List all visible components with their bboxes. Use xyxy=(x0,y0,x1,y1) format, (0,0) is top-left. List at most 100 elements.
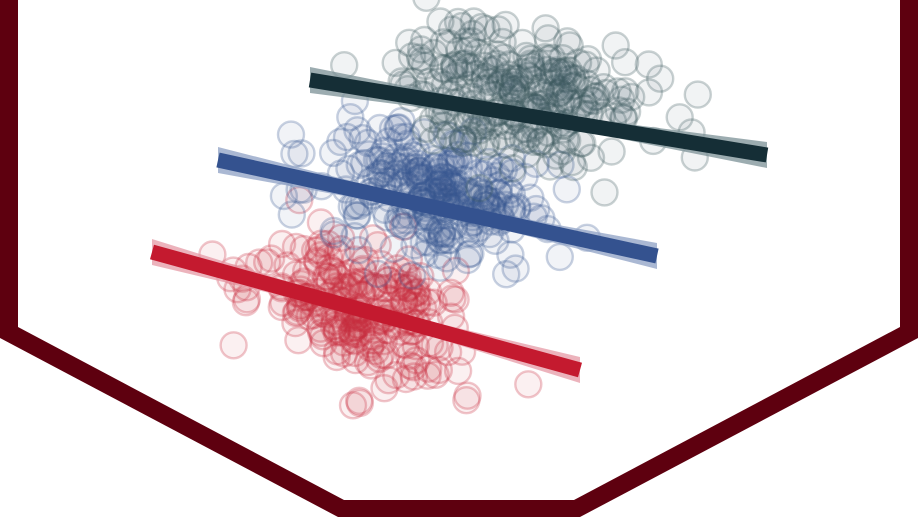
scatter-point xyxy=(516,49,545,78)
scatter-point xyxy=(405,167,434,196)
scatter-point xyxy=(322,342,351,372)
scatter-point xyxy=(481,54,510,84)
scatter-point xyxy=(665,103,694,132)
scatter-point xyxy=(421,360,450,389)
scatter-point xyxy=(464,176,493,205)
scatter-point xyxy=(281,298,311,328)
scatter-point xyxy=(485,152,515,182)
scatter-point xyxy=(448,125,477,154)
scatter-point xyxy=(571,50,600,79)
scatter-point xyxy=(342,201,371,230)
scatter-point xyxy=(531,130,560,159)
scatter-point xyxy=(349,268,378,297)
scatter-point xyxy=(304,235,333,265)
scatter-point xyxy=(414,354,443,383)
scatter-point xyxy=(385,273,414,302)
scatter-point xyxy=(383,206,412,236)
scatter-point xyxy=(533,55,562,85)
scatter-point xyxy=(453,124,482,153)
scatter-point xyxy=(345,150,374,180)
scatter-point xyxy=(454,153,484,183)
scatter-point xyxy=(427,147,456,177)
scatter-point xyxy=(443,7,473,37)
scatter-point xyxy=(326,127,355,157)
scatter-point xyxy=(378,114,408,144)
scatter-point xyxy=(383,152,412,181)
scatter-point xyxy=(400,231,429,260)
scatter-point xyxy=(469,159,498,189)
scatter-point xyxy=(454,53,483,82)
scatter-point xyxy=(522,194,551,224)
scatter-point xyxy=(465,173,494,203)
scatter-point xyxy=(508,75,537,104)
scatter-point xyxy=(391,142,421,172)
scatter-point xyxy=(550,60,579,89)
scatter-point xyxy=(403,149,432,178)
scatter-point xyxy=(404,284,433,313)
scatter-point xyxy=(389,257,418,286)
scatter-point xyxy=(319,257,348,286)
scatter-point xyxy=(415,228,444,257)
scatter-point xyxy=(521,149,550,179)
scatter-point xyxy=(427,166,457,196)
scatter-point xyxy=(424,157,454,187)
scatter-point xyxy=(300,236,330,265)
scatter-point xyxy=(425,163,454,192)
scatter-point xyxy=(267,229,297,259)
scatter-point xyxy=(387,106,416,136)
scatter-point xyxy=(646,64,675,93)
scatter-point xyxy=(384,113,413,142)
scatter-point xyxy=(307,229,336,258)
scatter-point xyxy=(597,137,626,166)
scatter-point xyxy=(367,250,396,279)
scatter-point xyxy=(516,183,545,212)
scatter-point xyxy=(491,10,520,40)
scatter-point xyxy=(276,120,306,149)
scatter-point xyxy=(440,50,469,80)
scatter-point xyxy=(503,123,533,152)
scatter-point xyxy=(404,163,434,193)
scatter-point xyxy=(501,254,530,283)
scatter-point xyxy=(292,257,321,286)
scatter-point xyxy=(410,51,440,81)
scatter-point xyxy=(423,240,453,270)
scatter-point xyxy=(383,113,412,143)
scatter-point xyxy=(537,69,566,98)
scatter-point xyxy=(542,56,572,85)
scatter-point xyxy=(475,67,505,97)
trend-line-3 xyxy=(150,244,582,378)
scatter-point xyxy=(490,63,520,92)
scatter-point xyxy=(580,82,610,112)
scatter-point xyxy=(474,147,503,177)
scatter-point xyxy=(401,160,431,190)
scatter-point xyxy=(318,138,348,168)
scatter-point xyxy=(469,179,498,208)
scatter-point xyxy=(535,152,565,181)
scatter-point xyxy=(389,330,418,359)
scatter-point xyxy=(374,127,403,156)
scatter-point xyxy=(359,272,389,301)
scatter-point xyxy=(365,344,394,373)
scatter-point xyxy=(443,169,472,198)
scatter-point xyxy=(397,42,427,71)
scatter-point xyxy=(476,56,505,85)
scatter-point xyxy=(408,46,437,76)
scatter-point xyxy=(432,219,462,249)
scatter-point xyxy=(488,27,517,57)
scatter-point xyxy=(420,144,449,174)
scatter-point xyxy=(435,168,464,198)
scatter-point xyxy=(407,35,436,64)
scatter-point xyxy=(327,261,357,290)
scatter-point xyxy=(533,24,563,53)
scatter-point xyxy=(399,362,429,391)
scatter-point xyxy=(603,77,632,106)
scatter-point xyxy=(531,14,560,43)
scatter-point xyxy=(281,232,311,262)
scatter-point xyxy=(478,166,508,195)
scatter-point xyxy=(323,316,352,345)
scatter-point xyxy=(474,155,503,184)
scatter-point xyxy=(460,53,489,83)
scatter-point xyxy=(438,171,468,201)
scatter-point xyxy=(340,327,370,356)
